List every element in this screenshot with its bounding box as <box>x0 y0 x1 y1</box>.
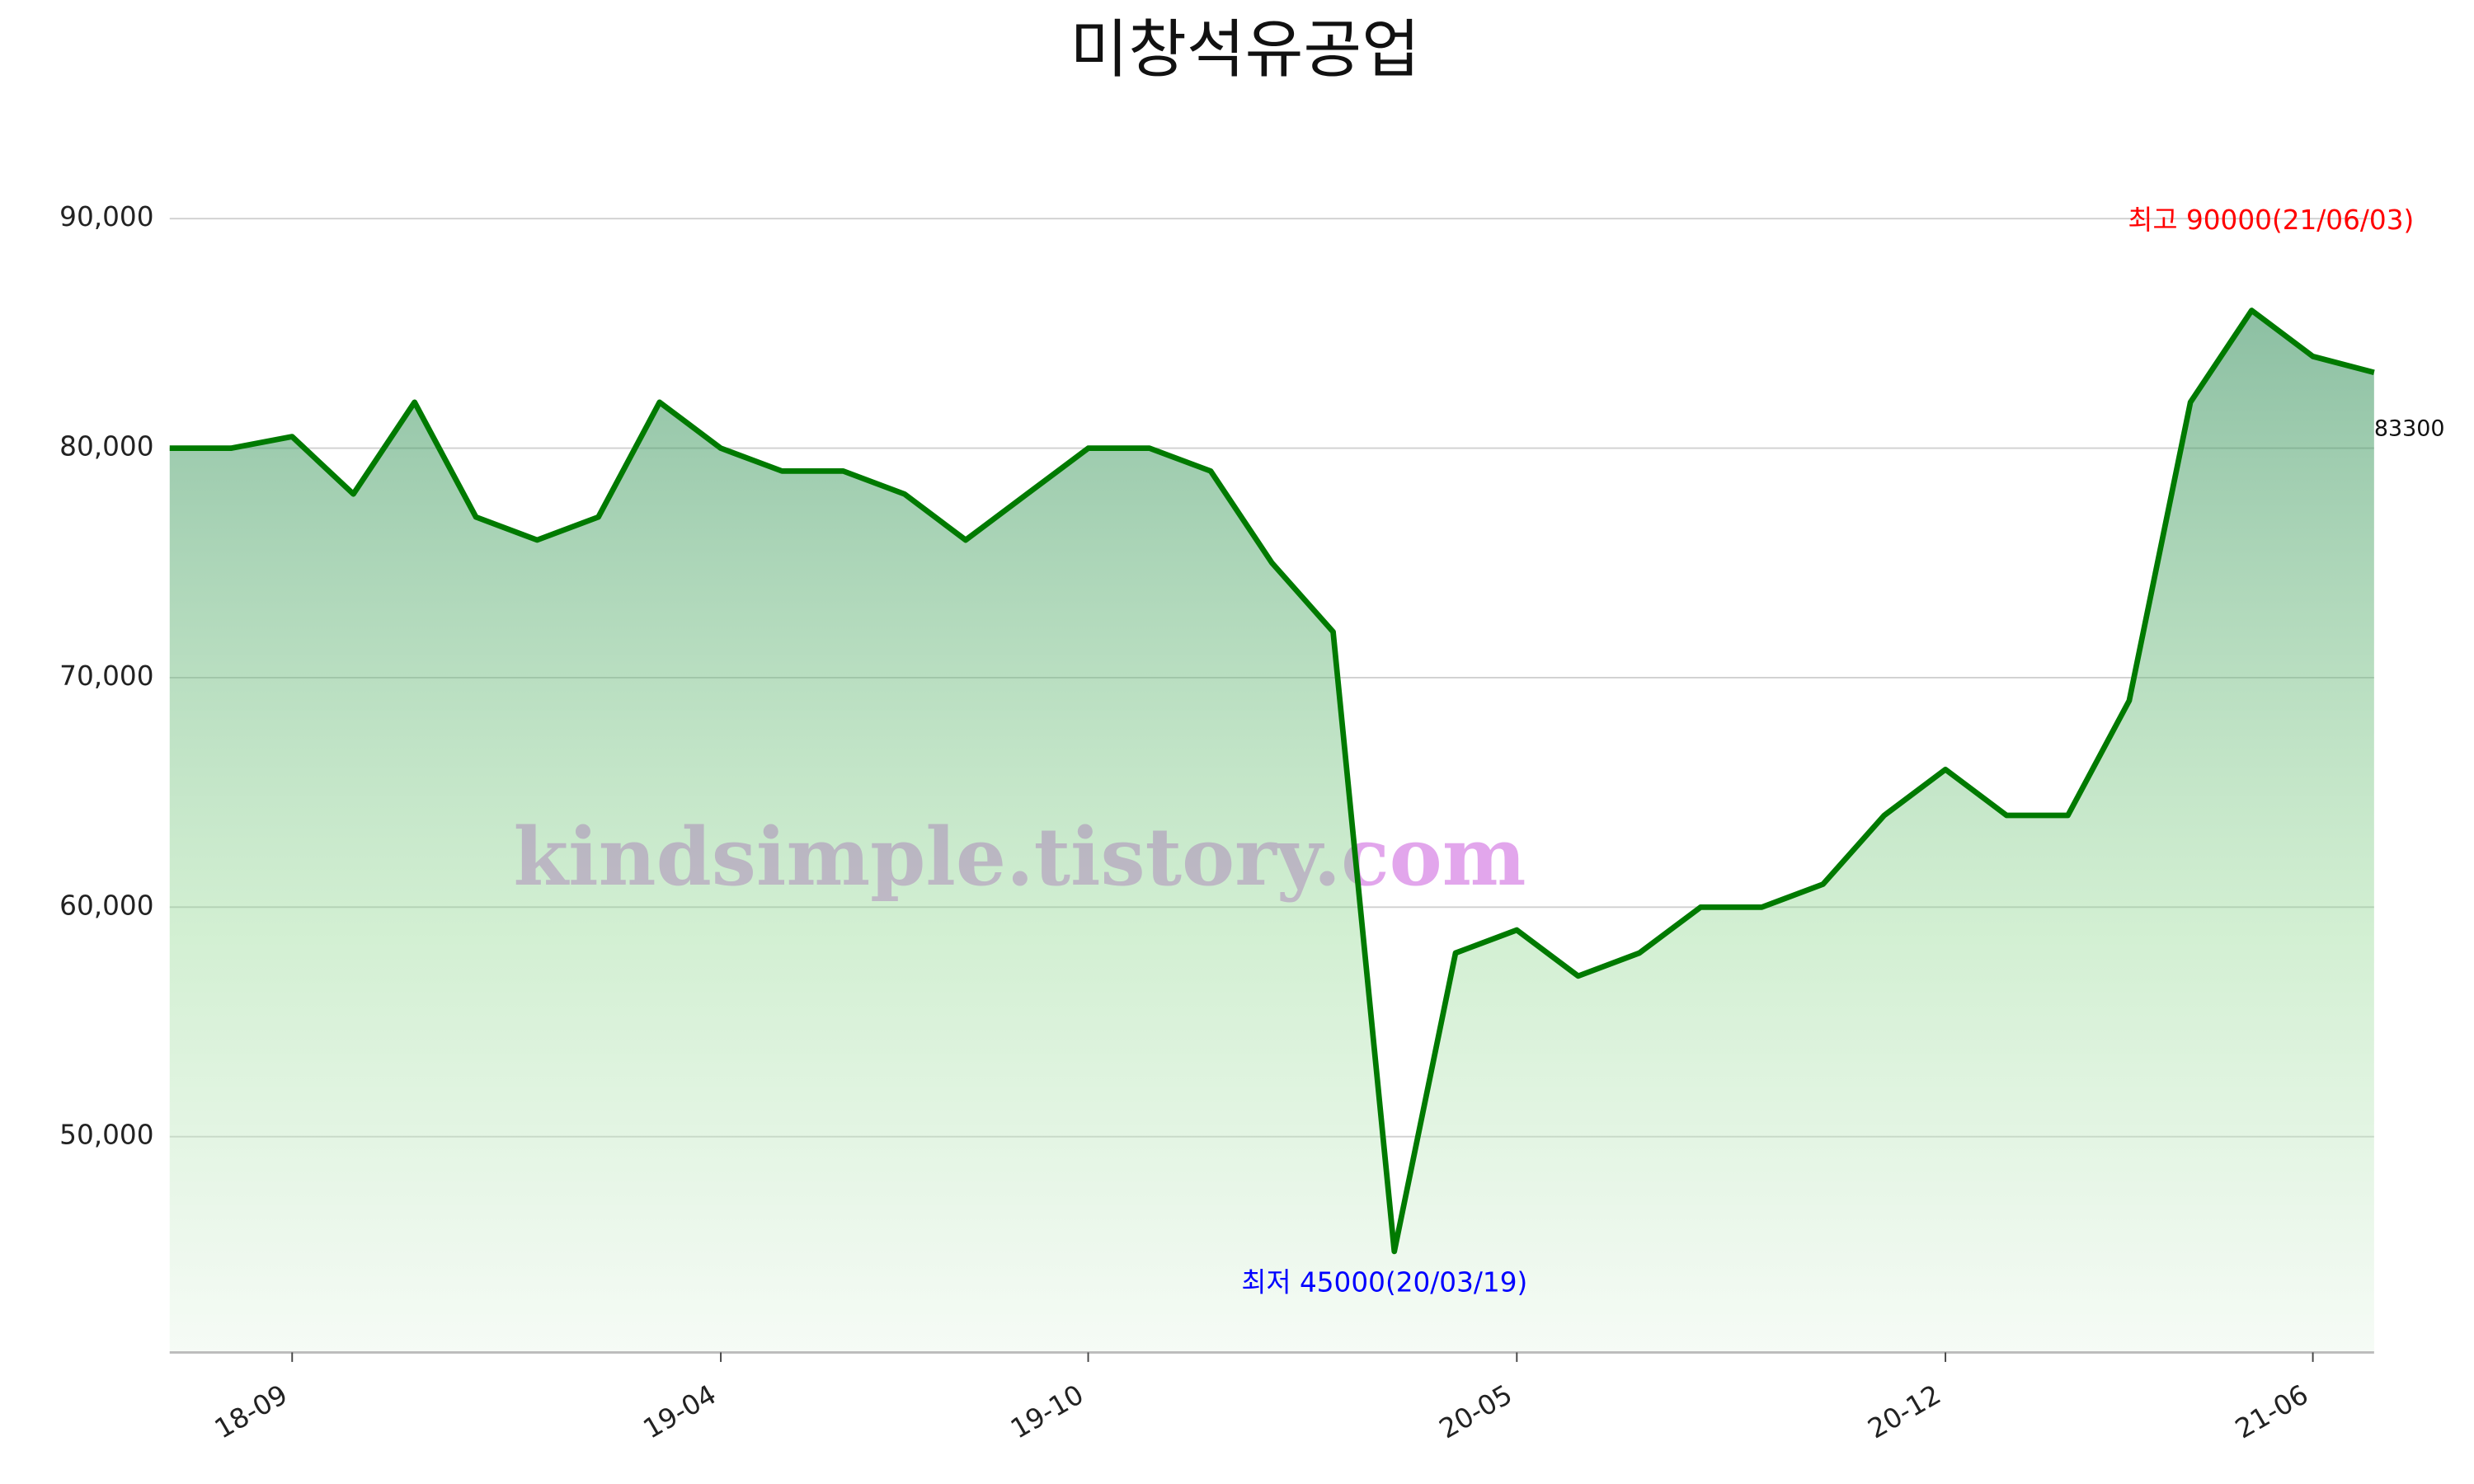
y-tick-label: 50,000 <box>59 1120 153 1151</box>
y-tick-label: 80,000 <box>59 431 153 463</box>
low-annotation: 최저 45000(20/03/19) <box>1241 1267 1527 1298</box>
y-tick-label: 60,000 <box>59 890 153 921</box>
y-tick-label: 90,000 <box>59 201 153 232</box>
x-tick-label: 21-06 <box>2230 1378 2313 1444</box>
chart-title: 미창석유공업 <box>1070 13 1420 87</box>
x-tick-label: 20-05 <box>1434 1378 1517 1444</box>
last-value-label: 83300 <box>2374 416 2445 442</box>
x-tick-label: 19-10 <box>1005 1378 1089 1444</box>
area <box>169 310 2374 1353</box>
x-tick-label: 19-04 <box>638 1378 722 1444</box>
price-line <box>169 308 2375 1255</box>
high-annotation: 최고 90000(21/06/03) <box>2128 204 2414 236</box>
x-tick-label: 20-12 <box>1863 1378 1946 1444</box>
y-tick-label: 70,000 <box>59 660 153 692</box>
x-tick-label: 18-09 <box>209 1378 293 1444</box>
